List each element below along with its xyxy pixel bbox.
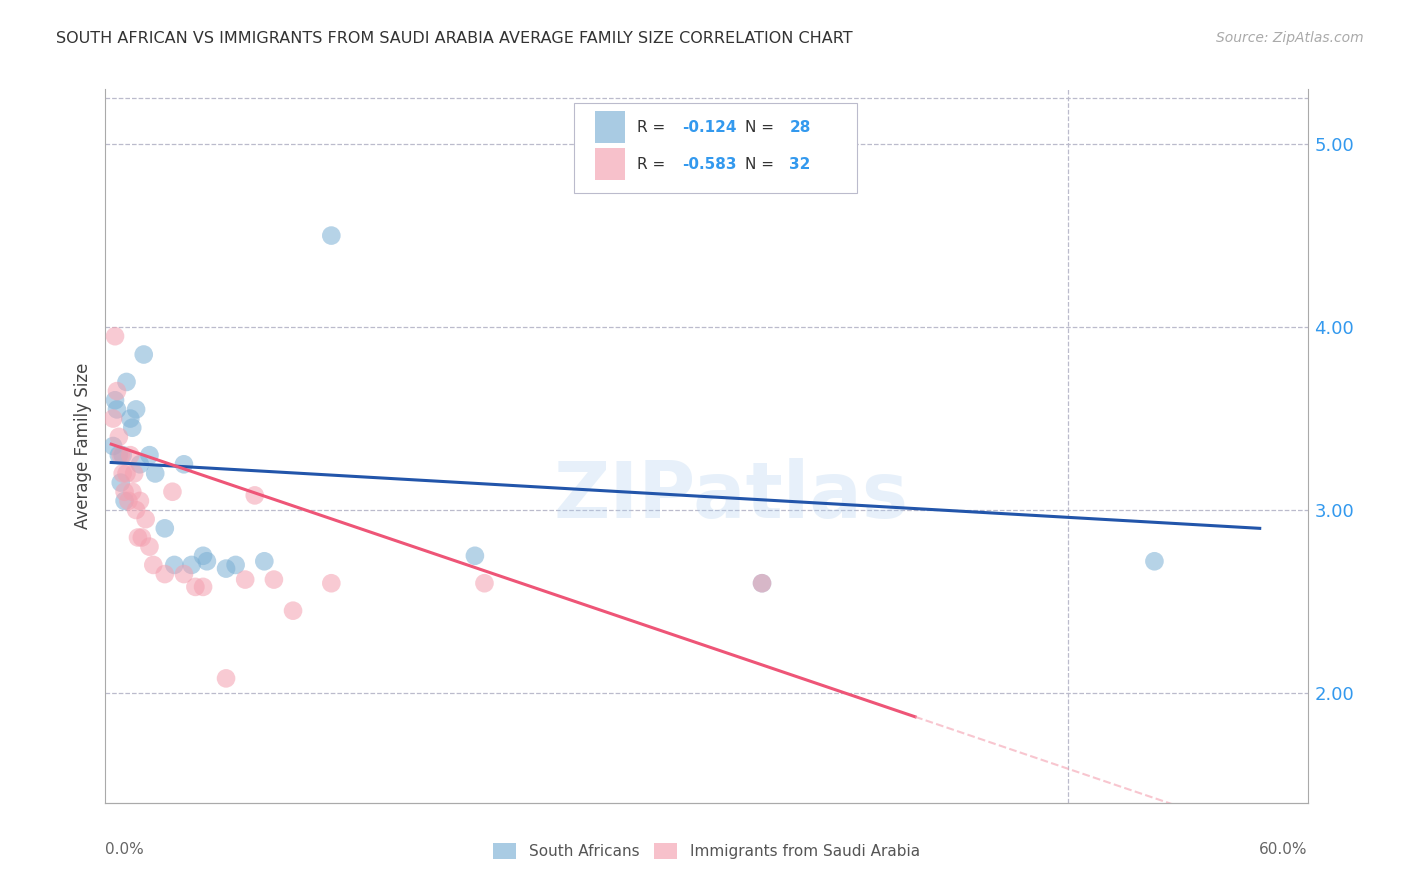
- Text: 60.0%: 60.0%: [1260, 842, 1308, 857]
- Point: [101, 439, 124, 453]
- Point: [108, 430, 131, 444]
- Point: [125, 402, 148, 417]
- Point: [195, 554, 218, 568]
- Point: [321, 228, 343, 243]
- Point: [281, 604, 304, 618]
- Point: [215, 672, 238, 686]
- Point: [474, 576, 496, 591]
- Y-axis label: Average Family Size: Average Family Size: [73, 363, 91, 529]
- Point: [138, 540, 160, 554]
- Text: -0.583: -0.583: [682, 157, 737, 171]
- Point: [105, 402, 128, 417]
- Point: [114, 484, 136, 499]
- Point: [132, 347, 155, 361]
- Point: [117, 494, 139, 508]
- Bar: [595, 111, 624, 143]
- Point: [127, 531, 149, 545]
- Point: [191, 580, 214, 594]
- Point: [122, 467, 145, 481]
- Point: [131, 531, 153, 545]
- Point: [115, 467, 138, 481]
- Point: [153, 567, 176, 582]
- Point: [110, 448, 132, 462]
- Point: [143, 467, 166, 481]
- Text: 0.0%: 0.0%: [105, 842, 145, 857]
- Text: SOUTH AFRICAN VS IMMIGRANTS FROM SAUDI ARABIA AVERAGE FAMILY SIZE CORRELATION CH: SOUTH AFRICAN VS IMMIGRANTS FROM SAUDI A…: [56, 31, 853, 46]
- Text: N =: N =: [745, 157, 779, 171]
- Point: [138, 448, 160, 462]
- Point: [184, 580, 207, 594]
- Point: [162, 484, 184, 499]
- Point: [101, 411, 124, 425]
- Point: [142, 558, 165, 572]
- Point: [233, 573, 256, 587]
- Point: [173, 567, 195, 582]
- Point: [153, 521, 176, 535]
- Text: ZIPatlas: ZIPatlas: [553, 458, 908, 534]
- Point: [108, 448, 131, 462]
- Point: [121, 420, 143, 434]
- Point: [111, 467, 134, 481]
- Point: [243, 488, 266, 502]
- Point: [111, 448, 134, 462]
- Point: [129, 458, 152, 472]
- Point: [129, 494, 152, 508]
- Point: [110, 475, 132, 490]
- Point: [104, 393, 127, 408]
- Point: [104, 329, 127, 343]
- Point: [163, 558, 186, 572]
- Text: 28: 28: [789, 120, 811, 135]
- Point: [464, 549, 486, 563]
- Point: [191, 549, 214, 563]
- Point: [263, 573, 285, 587]
- Point: [321, 576, 343, 591]
- Point: [120, 411, 142, 425]
- Legend: South Africans, Immigrants from Saudi Arabia: South Africans, Immigrants from Saudi Ar…: [494, 844, 920, 859]
- Point: [121, 484, 143, 499]
- Point: [253, 554, 276, 568]
- Point: [125, 503, 148, 517]
- Point: [225, 558, 247, 572]
- Point: [105, 384, 128, 398]
- Point: [751, 576, 773, 591]
- Bar: [595, 148, 624, 180]
- Point: [173, 458, 195, 472]
- FancyBboxPatch shape: [574, 103, 856, 193]
- Text: Source: ZipAtlas.com: Source: ZipAtlas.com: [1216, 31, 1364, 45]
- Point: [751, 576, 773, 591]
- Text: 32: 32: [789, 157, 811, 171]
- Point: [215, 561, 238, 575]
- Text: R =: R =: [637, 157, 669, 171]
- Text: N =: N =: [745, 120, 779, 135]
- Text: R =: R =: [637, 120, 669, 135]
- Point: [1143, 554, 1166, 568]
- Point: [114, 494, 136, 508]
- Point: [135, 512, 157, 526]
- Point: [120, 448, 142, 462]
- Point: [180, 558, 202, 572]
- Text: -0.124: -0.124: [682, 120, 737, 135]
- Point: [115, 375, 138, 389]
